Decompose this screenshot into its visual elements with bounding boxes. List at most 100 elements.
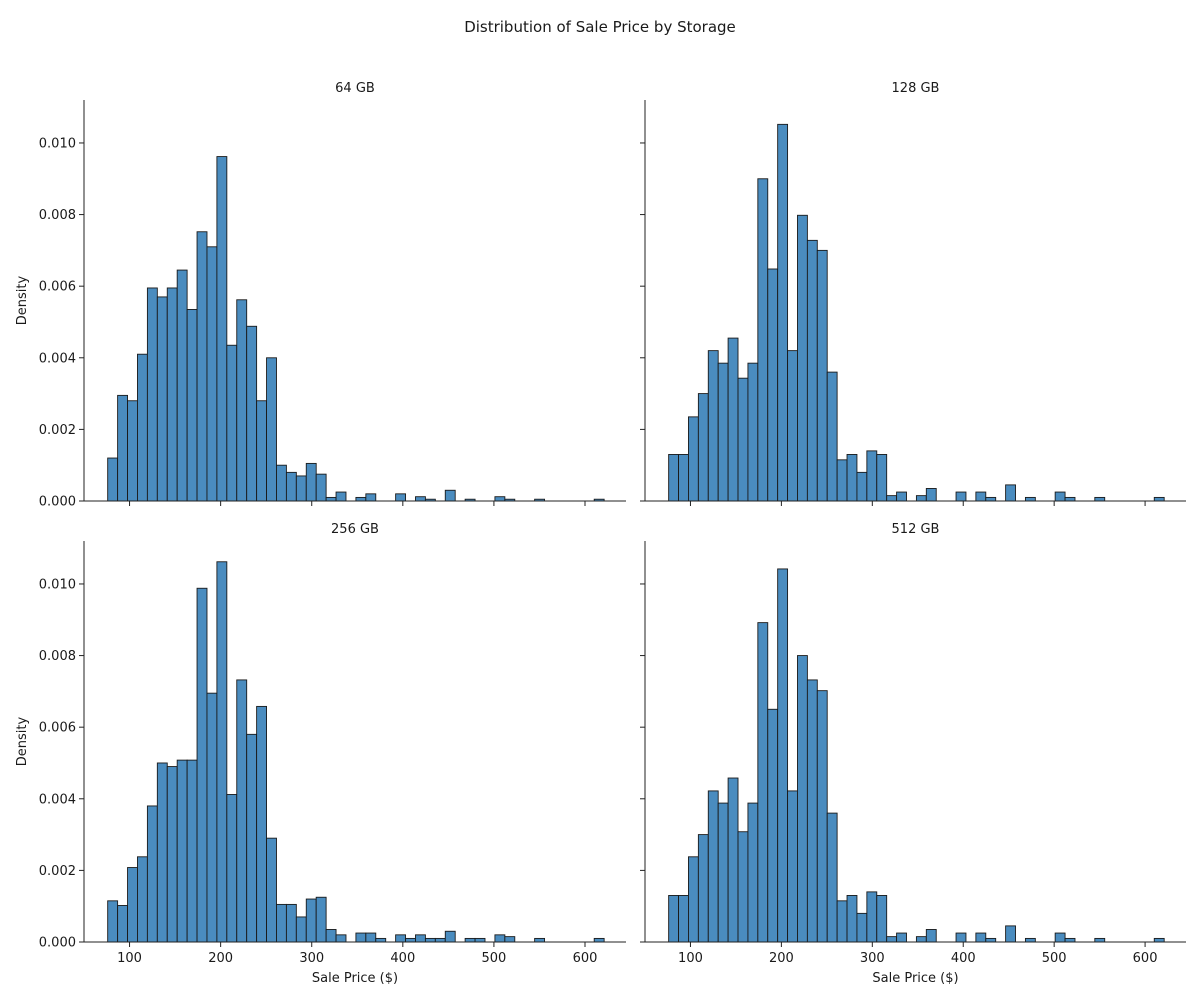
x-tick-label: 600 [573,951,598,966]
histogram-bar [444,930,456,943]
x-tick-label: 100 [678,951,703,966]
histogram-bar [395,493,407,502]
histogram-bar [305,462,317,502]
histogram-bar [405,937,416,943]
histogram-bar [836,459,848,502]
histogram-bar [757,178,769,502]
histogram-bar [137,856,148,943]
y-tick-label: 0.002 [39,423,76,438]
histogram-bar [727,337,739,502]
histogram-bar [325,929,337,943]
histogram-bar [826,371,838,502]
histogram-bar [836,900,848,943]
histogram-bar [166,766,178,943]
histogram-bar [335,491,347,502]
histogram-bar [146,287,158,502]
histogram-bar [285,903,297,943]
histogram-bar [876,895,888,943]
x-tick-label: 400 [390,951,415,966]
histogram-bar [216,561,228,943]
histogram-bar [975,932,987,943]
x-tick-label: 300 [860,951,885,966]
histogram-bar [365,493,377,502]
histogram-bar [127,867,138,943]
histogram-bar [415,934,426,943]
chart-title: Distribution of Sale Price by Storage [464,18,736,36]
histogram-bar [797,655,808,943]
histogram-bar [593,937,605,943]
histogram-bar [688,856,699,943]
histogram-bar [236,299,248,502]
histogram-bar [697,834,709,943]
histogram-bar [787,350,798,502]
histogram-bar [777,123,789,502]
y-tick-label: 0.008 [39,208,76,223]
panel-title: 64 GB [335,81,375,96]
x-tick-label: 300 [299,951,324,966]
histogram-bar [494,496,506,502]
histogram-bar [226,794,238,943]
histogram-bar [727,777,739,943]
histogram-bar [767,708,779,943]
histogram-bar [717,362,729,502]
y-tick-label: 0.008 [39,649,76,664]
histogram-bar [107,457,119,502]
histogram-bar [176,759,188,943]
y-tick-label: 0.004 [39,351,76,366]
histogram-bar [1064,496,1076,502]
panel-128-gb: 128 GB [640,81,1186,506]
histogram-bar [707,350,719,502]
histogram-bar [1064,937,1076,943]
panel-512-gb: 512 GB 100 200 300 400 500 600 Sale Price ($) [640,522,1186,986]
histogram-bar [975,491,987,502]
histogram-bar [876,454,888,502]
histogram-bar [846,895,858,943]
panel-256-gb: 256 GB 0.000 0.002 0.004 0.006 0.008 0.010 100 2… [15,522,626,986]
histogram-bar [325,496,337,502]
histogram-bar [925,929,937,943]
histogram-bar [335,934,347,943]
histogram-bar [1153,937,1165,943]
histogram-bar [925,488,937,502]
histogram-bar [985,496,997,502]
x-tick-label: 500 [482,951,507,966]
histogram-bar [266,357,277,502]
histogram-bar [315,473,327,502]
histogram-bar [186,759,198,943]
histogram-bar [688,416,699,502]
panel-title: 128 GB [892,81,940,96]
histogram-bar [806,239,818,502]
histogram-bar [777,568,789,943]
histogram-bar [846,454,858,502]
histogram-bar [315,896,327,943]
histogram-bar [826,812,838,943]
histogram-bar [707,790,719,943]
y-tick-label: 0.006 [39,280,76,295]
histogram-bar [246,325,258,502]
histogram-bar [256,400,267,502]
histogram-bar [1024,496,1036,502]
histogram-bar [767,268,779,502]
histogram-bar [365,932,377,943]
y-tick-label: 0.006 [39,721,76,736]
x-tick-label: 100 [117,951,142,966]
histogram-bar [434,937,446,943]
x-tick-label: 200 [208,951,233,966]
histogram-bar [137,353,148,502]
histogram-bar [717,802,729,943]
histogram-bar [955,491,967,502]
histogram-bar [866,450,878,502]
histogram-bar [156,296,168,502]
histogram-bar [896,491,907,502]
histogram-bar [117,394,128,502]
x-tick-label: 400 [951,951,976,966]
histogram-bar [276,464,287,502]
panel-64-gb: 64 GB 0.000 0.002 0.004 0.006 0.008 0.010 Densi… [15,81,626,510]
histogram-bar [504,936,516,943]
histogram-bar [737,831,749,943]
histogram-bar [266,837,277,943]
x-tick-label: 200 [769,951,794,966]
histogram-bar [107,900,119,943]
histogram-bar [697,393,709,502]
histogram-bar [737,377,749,502]
